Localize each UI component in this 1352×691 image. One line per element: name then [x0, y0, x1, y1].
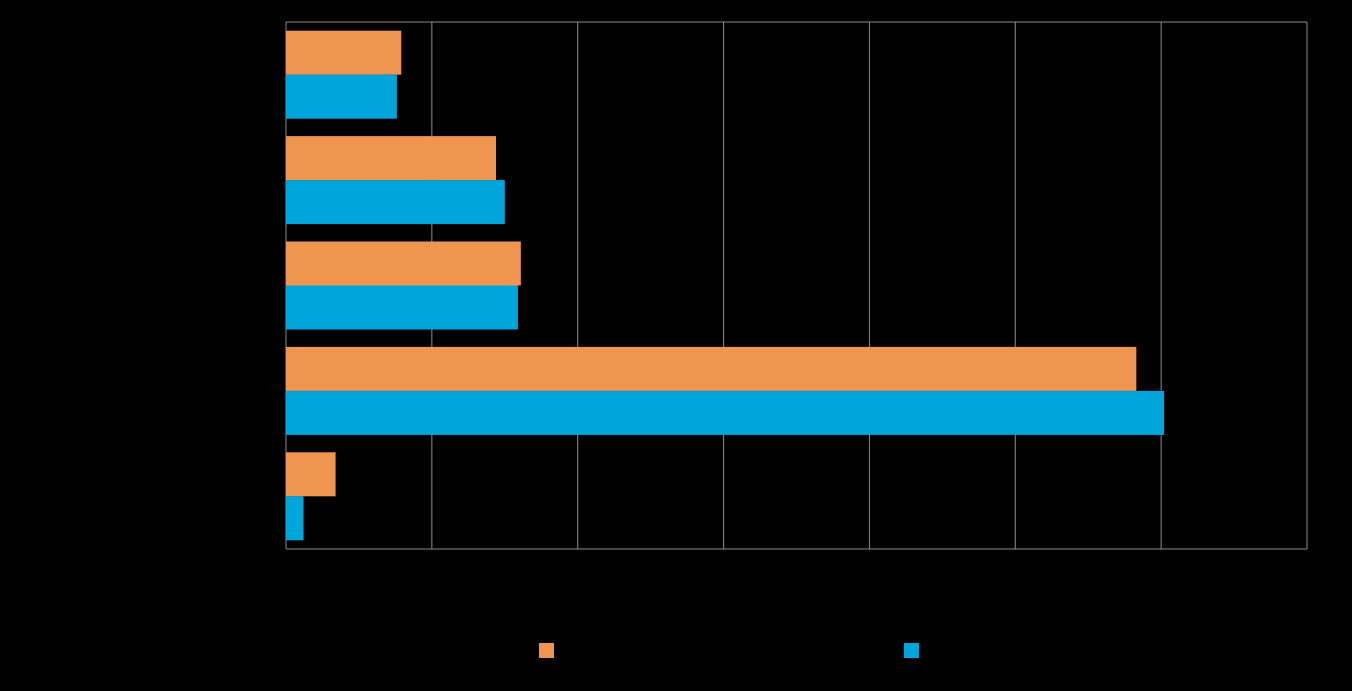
legend-marker [539, 643, 554, 658]
bar [286, 496, 304, 541]
bar [286, 346, 1137, 391]
bar [286, 136, 497, 181]
bar [286, 452, 336, 497]
bar [286, 241, 521, 286]
bar [286, 74, 397, 119]
bar [286, 390, 1165, 435]
legend-marker [904, 643, 919, 658]
bar [286, 285, 518, 330]
bar [286, 180, 505, 225]
bar [286, 30, 402, 75]
